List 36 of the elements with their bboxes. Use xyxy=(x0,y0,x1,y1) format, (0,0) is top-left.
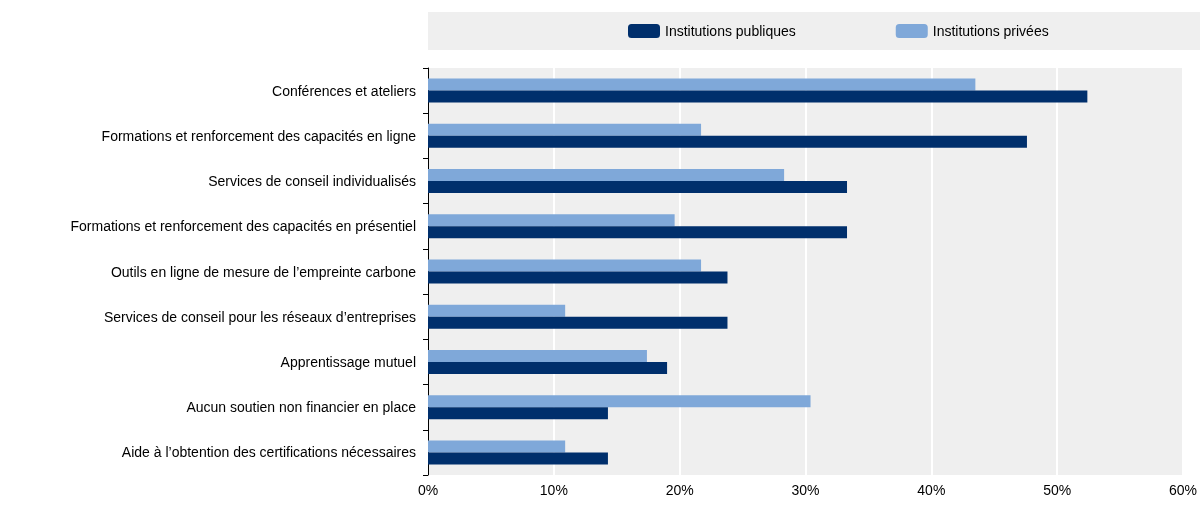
x-tick-label: 20% xyxy=(665,482,694,498)
x-tick-label: 40% xyxy=(917,482,946,498)
bar xyxy=(428,361,668,374)
x-tick-label: 0% xyxy=(417,482,439,498)
y-tick-label: Services de conseil pour les réseaux d’entreprises xyxy=(103,308,416,325)
bar xyxy=(428,123,702,136)
bar xyxy=(428,271,728,284)
x-tick-label: 30% xyxy=(791,482,820,498)
bar xyxy=(428,169,785,182)
bar xyxy=(428,214,675,227)
y-tick-label: Services de conseil individualisés xyxy=(208,173,416,190)
bar xyxy=(428,395,811,408)
x-tick-label: 10% xyxy=(539,482,568,498)
legend-label: Institutions privées xyxy=(932,23,1049,39)
bar xyxy=(428,181,848,194)
y-tick-label: Formations et renforcement des capacités en ligne xyxy=(101,127,417,144)
legend-label: Institutions publiques xyxy=(665,23,796,39)
y-tick-label: Aide à l’obtention des certifications nécessaires xyxy=(121,444,416,461)
x-tick-label: 60% xyxy=(1168,482,1198,498)
bar xyxy=(428,440,566,453)
y-tick-label: Apprentissage mutuel xyxy=(280,353,416,370)
bar xyxy=(428,135,1027,148)
bar xyxy=(428,349,647,362)
y-tick-label: Aucun soutien non financier en place xyxy=(186,399,417,416)
bar xyxy=(428,316,728,329)
bar xyxy=(428,407,608,420)
x-tick-label: 50% xyxy=(1043,482,1072,498)
bar xyxy=(428,452,608,465)
bar xyxy=(428,90,1088,103)
bar xyxy=(428,304,566,317)
bar xyxy=(428,259,702,272)
bar xyxy=(428,226,848,239)
bar xyxy=(428,78,976,91)
y-tick-label: Conférences et ateliers xyxy=(272,82,416,99)
y-tick-label: Outils en ligne de mesure de l’empreinte carbone xyxy=(110,263,417,280)
y-tick-label: Formations et renforcement des capacités en présentiel xyxy=(70,218,416,235)
